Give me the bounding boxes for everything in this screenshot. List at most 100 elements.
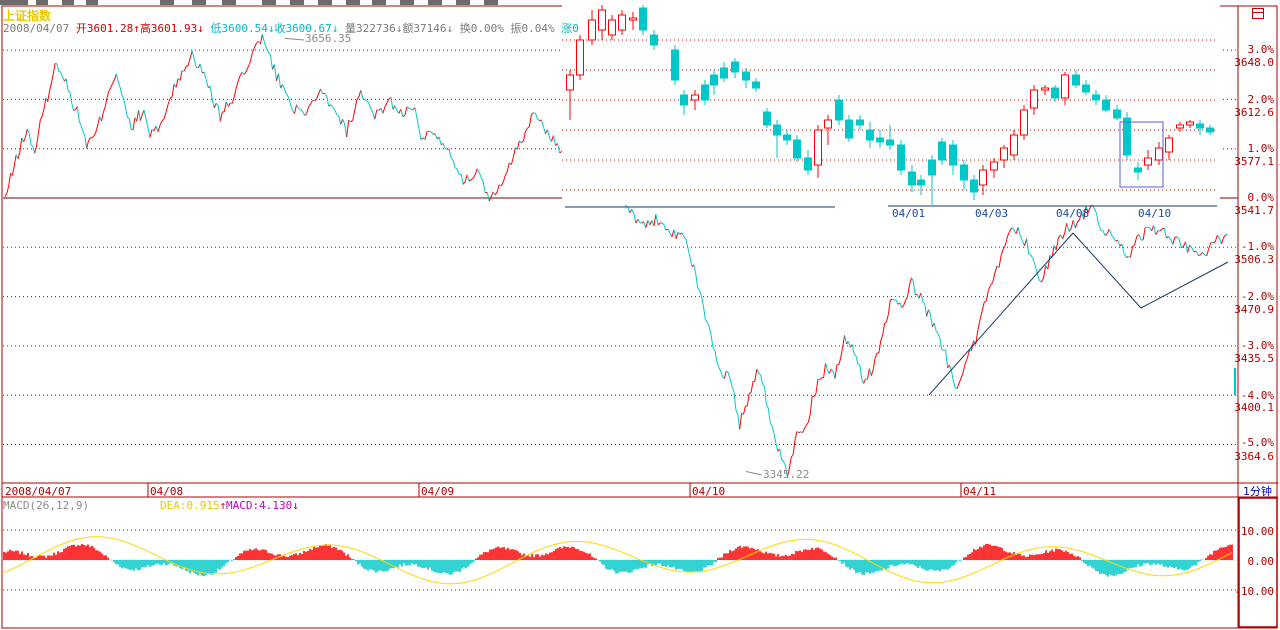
price-segment [468, 179, 472, 182]
price-segment [977, 319, 981, 331]
percent-tick: 2.0% [1247, 93, 1275, 106]
price-segment [300, 109, 303, 112]
toolbar-button[interactable] [262, 0, 276, 5]
price-segment [1017, 227, 1021, 236]
price-segment [408, 107, 412, 110]
price-segment [767, 408, 771, 423]
price-segment [117, 81, 121, 88]
price-segment [1064, 222, 1068, 234]
price-segment [522, 131, 526, 142]
price-segment [356, 96, 360, 101]
price-segment [157, 125, 161, 132]
price-segment [91, 135, 95, 138]
price-segment [519, 140, 522, 144]
price-segment [247, 61, 251, 67]
price-segment [1060, 234, 1064, 240]
price-segment [153, 125, 157, 132]
toolbar-button[interactable] [456, 0, 470, 5]
layout-icon[interactable] [1252, 8, 1264, 19]
price-segment [781, 459, 784, 462]
price-segment [796, 430, 800, 434]
close-arrow: ↓ [331, 22, 339, 35]
max-price-label: 3656.35 [305, 32, 352, 45]
price-segment [815, 379, 819, 394]
price-segment [368, 102, 372, 109]
price-segment [663, 224, 667, 231]
price-segment [245, 66, 249, 72]
toolbar-button[interactable] [192, 0, 206, 5]
price-segment [1170, 239, 1174, 245]
price-segment [175, 78, 179, 88]
price-segment [478, 172, 482, 178]
price-segment [643, 221, 647, 228]
price-segment [290, 104, 293, 111]
price-segment [500, 181, 504, 187]
volume-label: 量 [345, 22, 357, 35]
price-segment [342, 119, 346, 125]
price-segment [1102, 230, 1106, 236]
price-segment [193, 58, 197, 68]
price-segment [312, 99, 315, 102]
price-segment [882, 323, 886, 335]
price-segment [314, 98, 317, 102]
amplitude-value: 0.04% [521, 22, 555, 35]
price-segment [78, 120, 82, 126]
price-segment [169, 96, 173, 99]
price-segment [217, 106, 221, 122]
price-segment [579, 164, 583, 171]
price-tick: 3648.0 [1234, 56, 1274, 69]
toolbar-button[interactable] [346, 0, 360, 5]
price-segment [332, 107, 336, 110]
price-segment [504, 170, 508, 176]
price-segment [966, 350, 970, 359]
price-segment [1106, 228, 1110, 234]
open-value: 3601.28 [86, 22, 134, 35]
price-segment [462, 181, 466, 185]
price-segment [1202, 251, 1205, 256]
price-segment [623, 201, 627, 207]
toolbar-button[interactable] [62, 0, 74, 5]
toolbar-button[interactable] [86, 0, 98, 5]
price-segment [701, 296, 704, 307]
price-segment [933, 322, 937, 332]
period-selector[interactable]: 1分钟 [1243, 485, 1272, 498]
price-tick: 3612.6 [1234, 106, 1274, 119]
price-segment [179, 70, 183, 81]
low-label: 低 [210, 22, 222, 35]
price-segment [268, 52, 271, 56]
price-segment [1221, 237, 1225, 245]
price-segment [903, 300, 907, 306]
toolbar-button[interactable] [428, 0, 442, 5]
toolbar-button[interactable] [484, 0, 498, 5]
price-segment [880, 334, 884, 341]
price-segment [842, 335, 846, 347]
price-segment [251, 47, 255, 53]
price-segment [58, 71, 61, 73]
toolbar-button[interactable] [290, 0, 304, 5]
price-segment [635, 218, 639, 224]
price-segment [288, 97, 291, 105]
price-segment [1074, 221, 1078, 229]
price-segment [657, 222, 661, 226]
price-segment [1002, 244, 1006, 250]
macd-indicator-name[interactable]: MACD(26,12,9) [3, 499, 90, 512]
price-segment [979, 310, 983, 321]
toolbar-button[interactable] [318, 0, 332, 5]
toolbar-button[interactable] [160, 0, 174, 5]
toolbar-button[interactable] [0, 0, 28, 5]
toolbar-button[interactable] [36, 0, 48, 5]
price-segment [735, 409, 739, 415]
price-segment [1181, 245, 1184, 249]
toolbar-button[interactable] [372, 0, 386, 5]
price-segment [1021, 240, 1025, 247]
price-segment [804, 425, 807, 429]
price-segment [945, 350, 949, 369]
price-segment [474, 168, 478, 175]
price-segment [605, 176, 609, 187]
price-segment [653, 214, 657, 227]
index-title[interactable]: 上证指数 [3, 9, 52, 23]
toolbar-button[interactable] [222, 0, 236, 5]
price-segment [987, 285, 991, 291]
toolbar-button[interactable] [400, 0, 414, 5]
